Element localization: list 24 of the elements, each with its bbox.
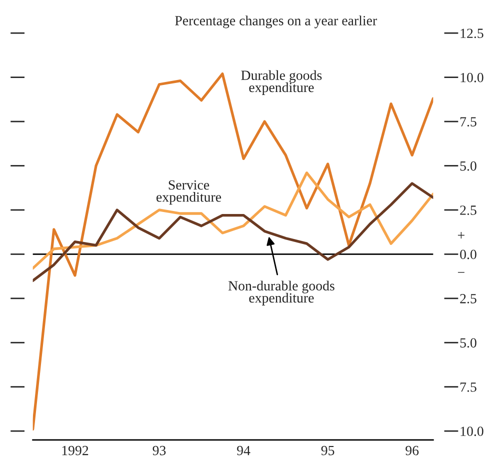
y-tick-label: 12.5 <box>460 28 484 38</box>
y-tick-label: 10.0 <box>460 72 484 82</box>
line-series <box>32 182 434 282</box>
y-tick-label: 5.0 <box>460 161 476 171</box>
y-tick-label: 2.5 <box>460 294 476 304</box>
line-series <box>32 172 434 270</box>
x-tick-label: 93 <box>152 446 166 456</box>
y-tick-label: 7.5 <box>460 117 476 127</box>
line-series <box>32 72 434 431</box>
x-tick-label: 94 <box>237 446 250 456</box>
x-tick-label: 95 <box>321 446 334 456</box>
y-tick-label: 2.5 <box>460 206 476 215</box>
text: + <box>458 232 464 238</box>
y-tick-label: 0.0 <box>460 250 476 260</box>
y-tick-label: 5.0 <box>460 338 476 348</box>
x-tick-label: 96 <box>406 446 419 456</box>
series-label: Non-durable goods expenditure <box>228 280 334 306</box>
x-tick-label: 1992 <box>62 446 88 456</box>
chart-title: Percentage changes on a year earlier <box>175 16 377 28</box>
series-label: Service expenditure <box>156 180 222 205</box>
y-tick-label: 7.5 <box>460 382 476 392</box>
series-label: Durable goods expenditure <box>241 70 322 95</box>
text: − <box>458 272 464 273</box>
y-tick-label: 10.0 <box>460 426 484 436</box>
